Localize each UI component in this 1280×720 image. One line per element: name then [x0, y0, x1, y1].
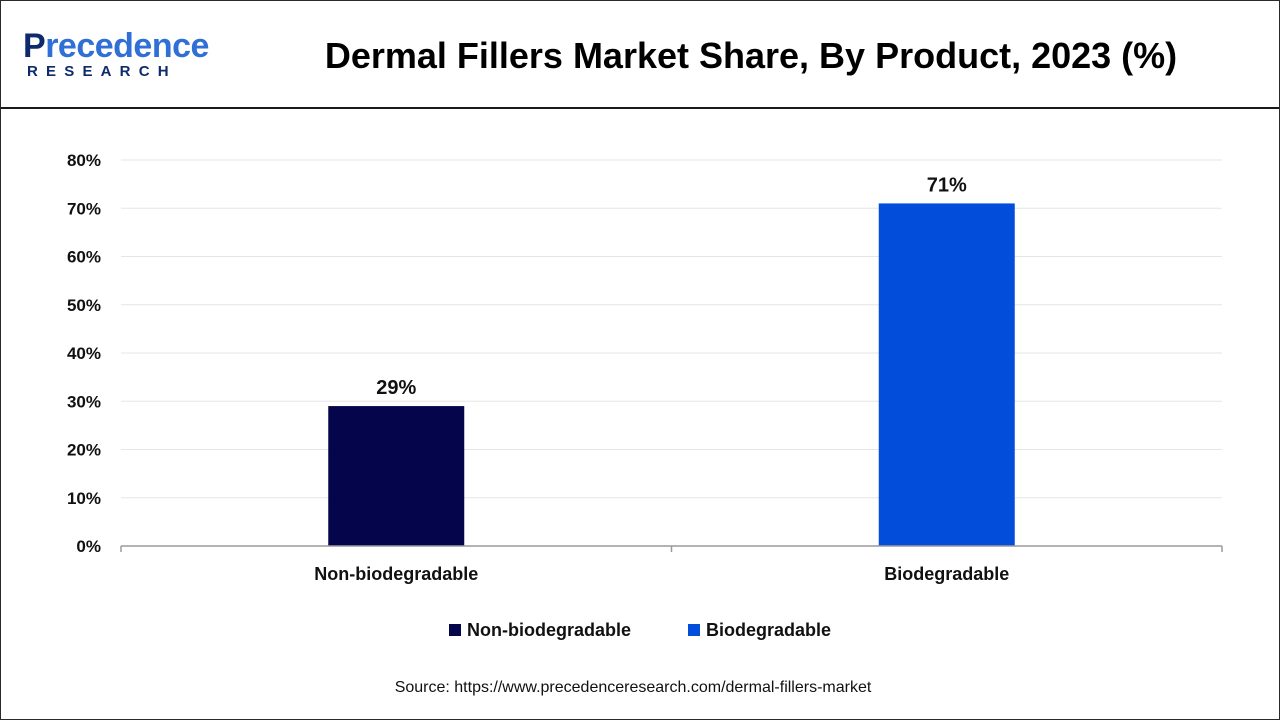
y-tick-label: 40%: [67, 344, 101, 363]
legend-item-non-biodegradable: Non-biodegradable: [448, 619, 631, 641]
bar-biodegradable: [878, 203, 1015, 547]
gridlines: [121, 159, 1222, 499]
legend-label-biodegradable: Biodegradable: [706, 619, 832, 640]
header: Precedence RESEARCH Dermal Fillers Marke…: [1, 1, 1279, 109]
y-tick-label: 80%: [67, 151, 101, 170]
legend: Non-biodegradable Biodegradable: [0, 619, 1280, 645]
legend-swatch-biodegradable: [688, 623, 700, 636]
x-axis: [120, 545, 1223, 552]
y-tick-label: 50%: [67, 296, 101, 315]
logo-wordmark: Precedence: [23, 27, 209, 66]
logo-word-rest: recedence: [45, 27, 209, 65]
labels: 29% Non-biodegradable 71% Biodegradable: [314, 174, 1009, 584]
y-tick-label: 30%: [67, 392, 101, 411]
precedence-research-logo: Precedence RESEARCH: [21, 27, 221, 83]
y-tick-label: 70%: [67, 199, 101, 218]
bars: [328, 203, 1015, 547]
legend-label-non-biodegradable: Non-biodegradable: [466, 619, 631, 640]
chart-title: Dermal Fillers Market Share, By Product,…: [324, 35, 1178, 76]
legend-item-biodegradable: Biodegradable: [688, 620, 831, 641]
y-tick-label: 10%: [67, 489, 101, 508]
y-tick-label: 20%: [67, 441, 101, 460]
legend-swatch-non-biodegradable: [448, 623, 461, 636]
y-tick-label: 60%: [67, 248, 101, 267]
data-label: 29%: [376, 377, 416, 399]
bar-non-biodegradable: [328, 406, 465, 546]
x-category-label: Non-biodegradable: [314, 564, 478, 584]
data-label: 71%: [927, 174, 967, 196]
logo-initial: P: [23, 27, 46, 65]
y-axis-ticks: 0% 10% 20% 30% 40% 50% 60% 70% 80%: [67, 151, 101, 556]
x-category-label: Biodegradable: [884, 564, 1009, 584]
y-tick-label: 0%: [76, 537, 101, 556]
source-note: Source: https://www.precedenceresearch.c…: [394, 679, 872, 696]
logo-subtitle: RESEARCH: [27, 63, 177, 80]
